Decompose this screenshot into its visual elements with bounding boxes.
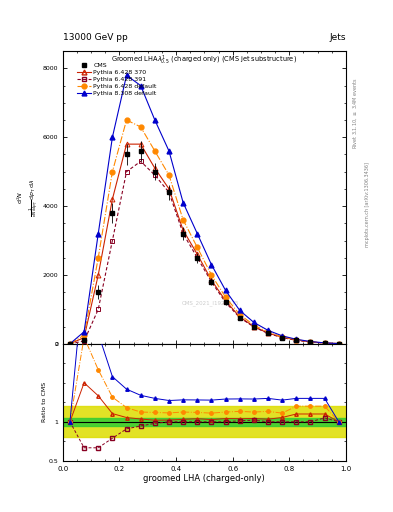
Y-axis label: $\mathrm{d}^2N$
$\frac{1}{\mathrm{d}N/\mathrm{d}p_\mathrm{T}}\;\mathrm{d}p_\math: $\mathrm{d}^2N$ $\frac{1}{\mathrm{d}N/\m…: [15, 178, 41, 217]
Text: Rivet 3.1.10, $\geq$ 3.4M events: Rivet 3.1.10, $\geq$ 3.4M events: [352, 77, 360, 148]
Text: CMS_2021_I1924975: CMS_2021_I1924975: [181, 300, 239, 306]
Y-axis label: Ratio to CMS: Ratio to CMS: [42, 382, 47, 422]
X-axis label: groomed LHA (charged-only): groomed LHA (charged-only): [143, 475, 265, 483]
Legend: CMS, Pythia 6.428 370, Pythia 6.428 391, Pythia 6.428 default, Pythia 8.308 defa: CMS, Pythia 6.428 370, Pythia 6.428 391,…: [75, 60, 159, 98]
Text: Groomed LHA$\lambda^{1}_{0.5}$ (charged only) (CMS jet substructure): Groomed LHA$\lambda^{1}_{0.5}$ (charged …: [111, 54, 298, 68]
Text: mcplots.cern.ch [arXiv:1306.3436]: mcplots.cern.ch [arXiv:1306.3436]: [365, 162, 370, 247]
Text: 13000 GeV pp: 13000 GeV pp: [63, 33, 128, 42]
Text: Jets: Jets: [329, 33, 346, 42]
